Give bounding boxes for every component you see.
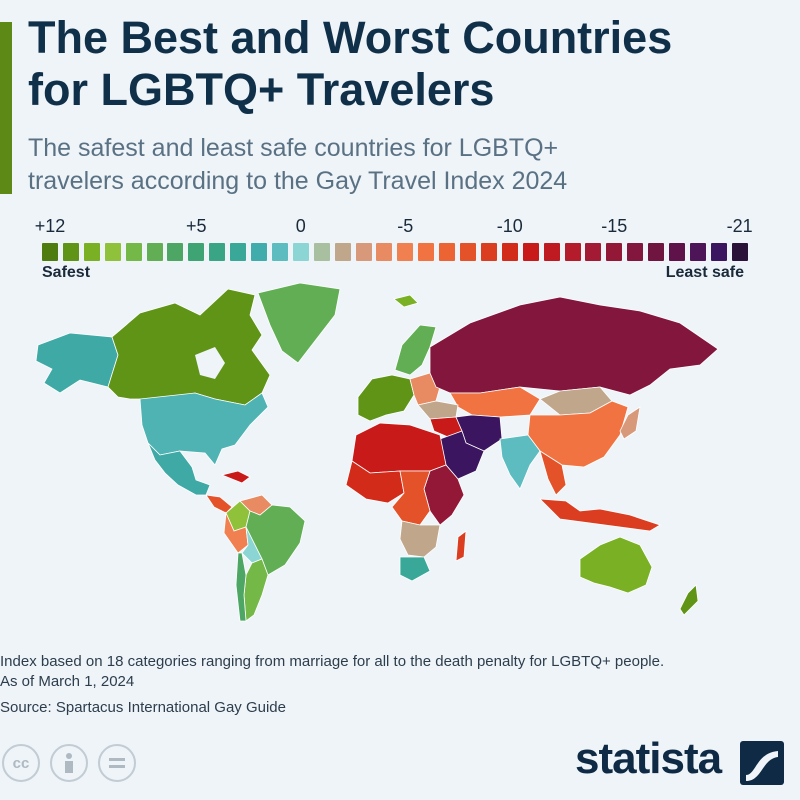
statista-logo-text[interactable]: statista (575, 734, 722, 783)
footnote-line-2: As of March 1, 2024 (0, 673, 135, 690)
region-turkey (417, 400, 459, 420)
hudson-bay (195, 347, 225, 379)
subtitle-line-2: travelers according to the Gay Travel In… (28, 167, 568, 195)
legend-swatch (292, 243, 309, 261)
legend-tick-label: -5 (397, 216, 414, 236)
legend-swatch (167, 243, 184, 261)
region-madagascar (455, 530, 467, 562)
region-greenland (257, 282, 341, 364)
legend-tick-label: -21 (726, 216, 753, 236)
legend-swatch (669, 243, 685, 261)
legend-swatch (564, 243, 581, 261)
source-note: Source: Spartacus International Gay Guid… (0, 699, 286, 716)
legend-swatch (480, 243, 497, 261)
region-central-america (205, 494, 233, 514)
legend-swatch (334, 243, 351, 261)
title-line-1: The Best and Worst Countries (28, 12, 673, 63)
page-title: The Best and Worst Countries for LGBTQ+ … (28, 12, 788, 116)
legend-least-safe-label: Least safe (665, 264, 744, 281)
region-southeast-asia (539, 450, 567, 496)
region-chile (235, 552, 247, 622)
legend-swatch (188, 243, 205, 261)
region-scandinavia (394, 324, 437, 376)
footnote: Index based on 18 categories ranging fro… (0, 652, 800, 692)
attribution-icon[interactable] (50, 744, 88, 782)
legend-swatch (376, 243, 393, 261)
legend-swatch (689, 243, 706, 261)
region-indonesia (538, 498, 661, 532)
legend-tick-label: -15 (601, 216, 628, 236)
footnote-line-1: Index based on 18 categories ranging fro… (0, 653, 665, 670)
region-alaska (35, 332, 119, 394)
region-caribbean (220, 470, 251, 484)
legend-tick-label: +5 (186, 216, 207, 236)
legend-tick-label: +12 (34, 216, 66, 236)
legend-swatch (209, 243, 226, 261)
legend-swatch (83, 243, 100, 261)
color-legend: +12 +5 0 -5 -10 -15 -21 Safest Least safe (0, 216, 800, 286)
region-mexico (147, 442, 211, 496)
legend-swatch (230, 243, 247, 261)
no-derivatives-icon[interactable] (98, 744, 136, 782)
legend-swatch (42, 243, 58, 261)
page-subtitle: The safest and least safe countries for … (28, 132, 788, 198)
legend-swatch (251, 243, 267, 261)
legend-swatch (418, 243, 435, 261)
creative-commons-icon[interactable]: cc (2, 744, 40, 782)
legend-swatch (125, 243, 142, 261)
region-south-africa (399, 556, 431, 582)
legend-swatch (606, 243, 623, 261)
legend-swatch (543, 243, 560, 261)
legend-swatch (627, 243, 644, 261)
region-western-europe (357, 374, 415, 422)
subtitle-line-1: The safest and least safe countries for … (28, 134, 559, 162)
region-iceland (393, 294, 419, 308)
region-southern-africa (399, 520, 441, 558)
region-russia (429, 296, 719, 396)
region-canada (107, 288, 271, 406)
legend-swatch (62, 243, 79, 261)
world-map (35, 282, 719, 622)
region-new-zealand (679, 584, 699, 616)
statista-logo-icon[interactable] (740, 741, 784, 785)
legend-swatch (104, 243, 121, 261)
region-australia (579, 536, 653, 594)
legend-swatch (585, 243, 602, 261)
legend-safest-label: Safest (42, 264, 91, 281)
legend-swatch (710, 243, 727, 261)
legend-tick-label: -10 (496, 216, 523, 236)
legend-swatch (648, 243, 665, 261)
region-west-africa (345, 460, 405, 504)
region-india (499, 434, 541, 490)
region-north-africa (351, 422, 447, 474)
legend-swatch (522, 243, 539, 261)
accent-bar (0, 22, 12, 194)
legend-swatch (397, 243, 414, 261)
region-argentina (243, 558, 269, 622)
legend-tick-label: 0 (295, 216, 306, 236)
legend-swatch (460, 243, 476, 261)
region-japan (619, 406, 641, 440)
title-line-2: for LGBTQ+ Travelers (28, 64, 495, 115)
legend-swatch (501, 243, 518, 261)
legend-swatch (439, 243, 456, 261)
legend-swatch (731, 243, 748, 261)
legend-swatch (271, 243, 288, 261)
legend-swatch (313, 243, 330, 261)
legend-swatch (146, 243, 163, 261)
legend-swatch (355, 243, 372, 261)
